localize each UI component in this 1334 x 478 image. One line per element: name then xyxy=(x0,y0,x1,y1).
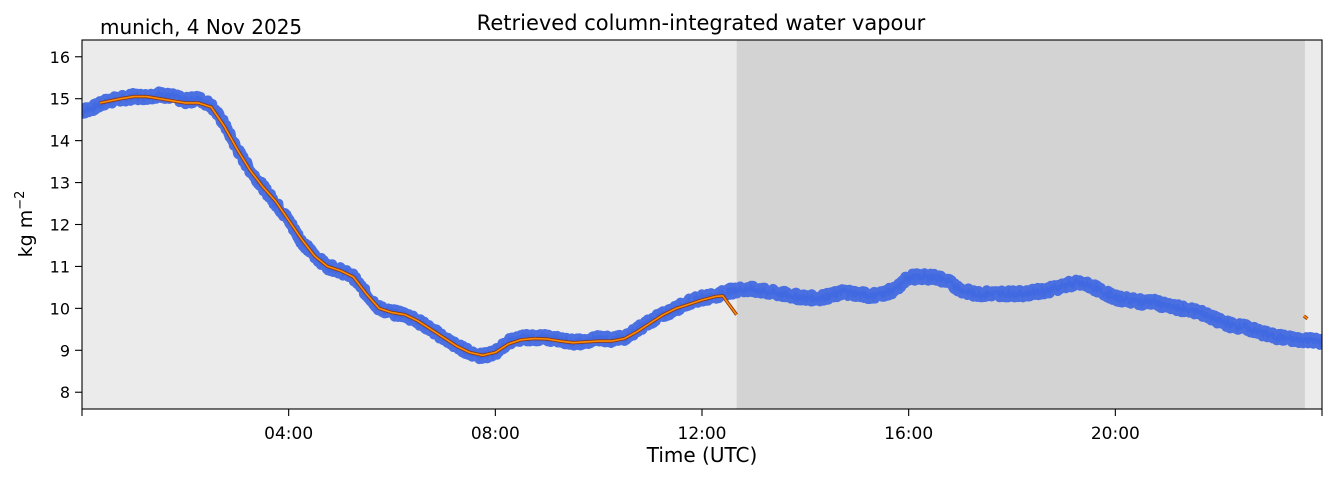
x-tick-label: 08:00 xyxy=(471,424,520,444)
y-axis-ticks: 8 9 10 11 12 13 14 15 16 xyxy=(50,48,82,402)
chart-subtitle: munich, 4 Nov 2025 xyxy=(100,15,302,39)
y-tick-label: 13 xyxy=(50,174,70,193)
x-tick-label: 04:00 xyxy=(264,424,313,444)
shaded-regions xyxy=(82,40,1322,409)
x-axis-ticks: 04:00 08:00 12:00 16:00 20:00 xyxy=(81,409,1323,444)
series-layer xyxy=(82,86,1322,365)
y-tick-label: 14 xyxy=(50,132,70,151)
y-tick-label: 16 xyxy=(50,48,70,67)
shaded-region-1 xyxy=(736,40,1305,409)
y-tick-label: 9 xyxy=(60,341,70,360)
x-axis-label: Time (UTC) xyxy=(646,443,758,467)
y-tick-label: 10 xyxy=(50,299,70,318)
y-tick-label: 15 xyxy=(50,90,70,109)
y-axis-label: kg m−2 xyxy=(13,191,37,258)
y-tick-label: 12 xyxy=(50,216,70,235)
x-tick-label: 20:00 xyxy=(1091,424,1140,444)
x-tick-label: 16:00 xyxy=(884,424,933,444)
series-smoothed-0 xyxy=(99,95,738,357)
shaded-region-2 xyxy=(1304,40,1322,409)
x-tick-label: 12:00 xyxy=(678,424,727,444)
series-smoothed-1 xyxy=(1303,315,1309,320)
y-axis-label-exponent: −2 xyxy=(13,191,28,210)
chart-title: Retrieved column-integrated water vapour xyxy=(477,11,926,35)
y-tick-label: 11 xyxy=(50,257,70,276)
y-axis-label-base: kg m xyxy=(15,210,37,258)
y-tick-label: 8 xyxy=(60,383,70,402)
